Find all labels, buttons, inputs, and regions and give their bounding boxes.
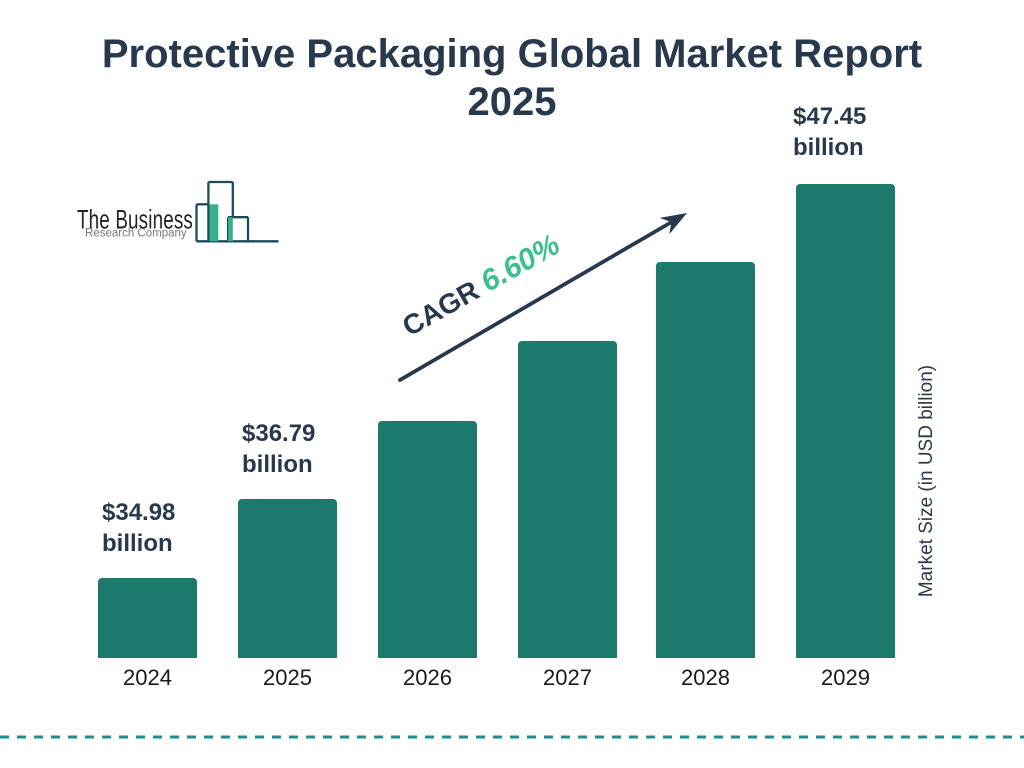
svg-text:Research Company: Research Company (85, 228, 187, 240)
